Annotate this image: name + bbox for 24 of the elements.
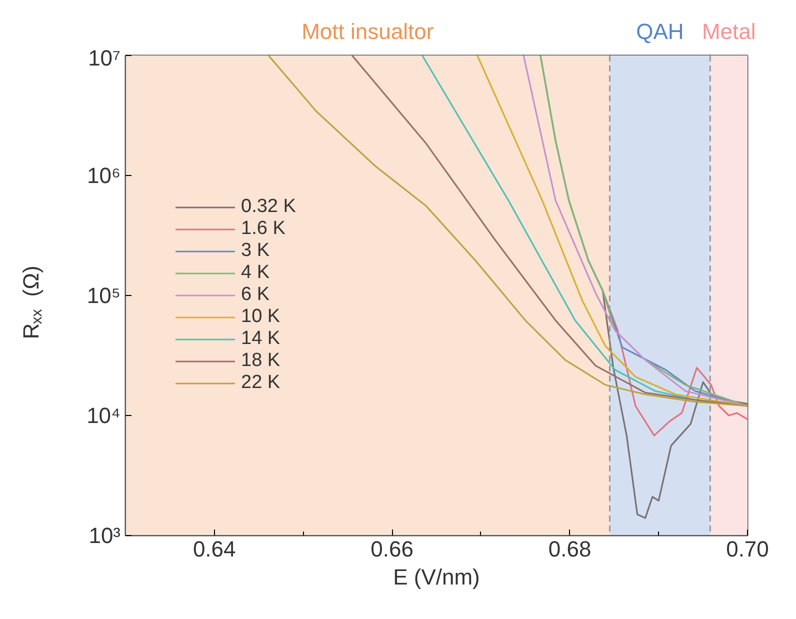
x-tick-label: 0.64	[192, 536, 236, 562]
legend-label: 10 K	[241, 306, 280, 328]
line-series	[476, 56, 748, 407]
legend-label: 14 K	[241, 328, 280, 350]
y-tick-label: 10⁴	[86, 403, 121, 428]
legend-label: 1.6 K	[241, 218, 286, 240]
y-tick-label: 10⁵	[86, 283, 121, 308]
legend-label: 6 K	[241, 284, 270, 306]
y-tick-label: 10⁷	[88, 46, 121, 70]
y-axis-title: Rxx (Ω)	[18, 266, 46, 340]
band-label: Metal	[702, 19, 756, 44]
legend-label: 3 K	[241, 240, 270, 262]
legend-label: 22 K	[241, 372, 280, 394]
band-label: QAH	[636, 19, 684, 44]
legend-label: 4 K	[241, 262, 270, 284]
x-tick-label: 0.66	[370, 536, 414, 562]
band-label: Mott insualtor	[302, 19, 434, 44]
x-tick-label: 0.68	[548, 536, 592, 562]
legend-label: 18 K	[241, 350, 280, 372]
x-axis-title: E (V/nm)	[393, 564, 480, 590]
y-tick-label: 10³	[88, 523, 120, 548]
y-tick-label: 10⁶	[86, 163, 121, 188]
legend-label: 0.32 K	[241, 196, 296, 218]
x-tick-label: 0.70	[726, 536, 769, 562]
